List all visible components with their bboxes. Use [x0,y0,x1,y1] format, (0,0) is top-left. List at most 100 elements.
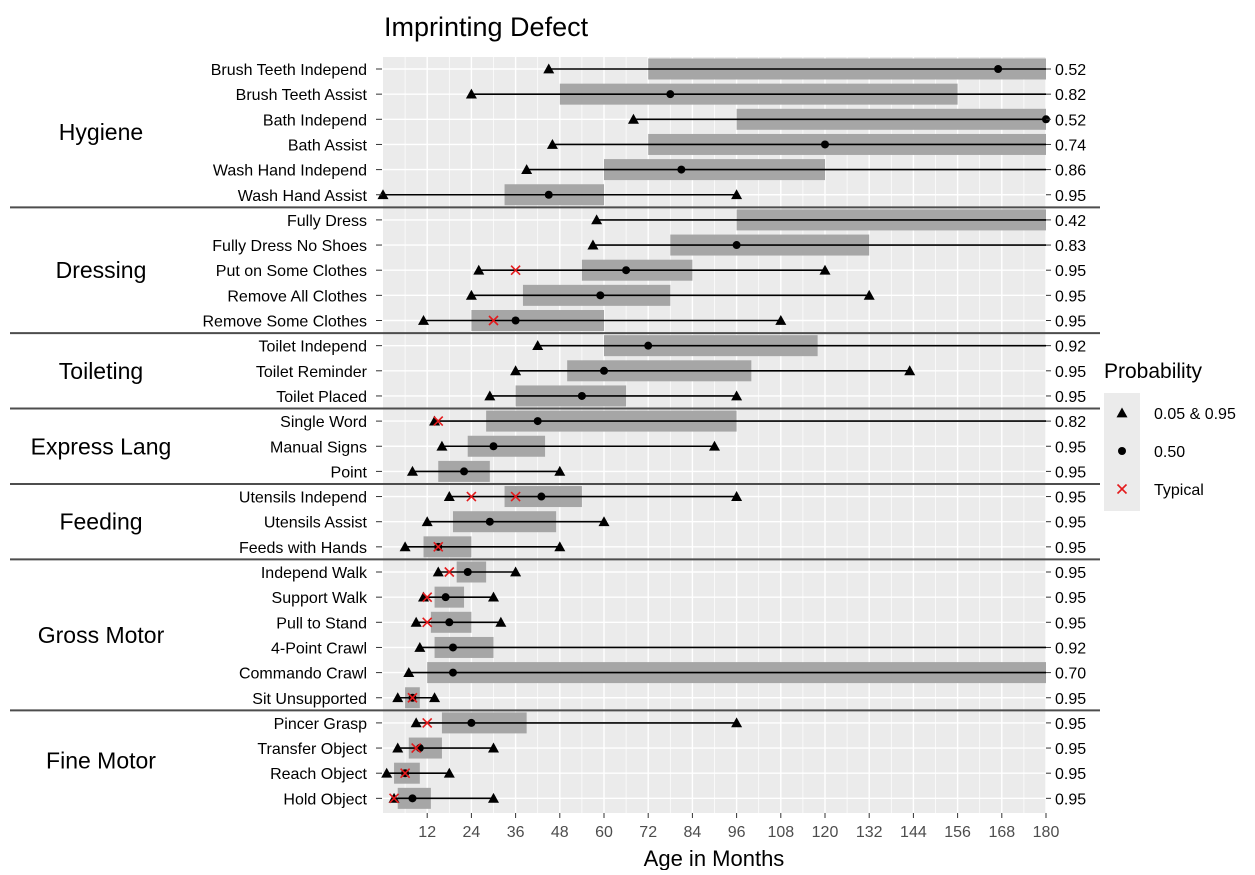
quantile-triangle [510,566,522,577]
typical-cross [433,541,444,552]
quantile-triangle [819,264,831,275]
legend-cross-icon [1116,483,1128,495]
quantile-triangle [399,541,411,552]
typical-cross [422,617,433,628]
probability-label: 0.83 [1055,238,1086,255]
median-point [600,366,608,375]
probability-label: 0.95 [1055,314,1086,331]
median-point [994,65,1003,73]
median-point [666,90,675,99]
group-label: Express Lang [31,433,172,459]
x-tick-label: 60 [595,824,613,841]
median-point [622,266,631,275]
quantile-triangle [473,264,485,275]
quantile-triangle [436,440,448,451]
median-point [644,341,653,350]
probability-label: 0.95 [1055,263,1086,280]
x-tick-label: 156 [944,824,971,841]
quantile-triangle [410,717,422,728]
quantile-triangle [554,541,566,552]
median-point [448,668,457,677]
legend-triangle-icon [1116,407,1128,418]
median-point [577,391,586,400]
row-label: Feeds with Hands [239,540,367,557]
row-label: Toilet Placed [276,389,367,406]
probability-label: 0.52 [1055,112,1086,129]
median-point [732,241,741,250]
quantile-triangle [510,365,522,376]
probability-label: 0.95 [1055,188,1086,205]
row-label: Fully Dress [287,213,367,230]
median-point [408,794,417,803]
x-axis: 12 24 36 48 60 72 84 96 108 120 132 144 156 168 180 [418,813,1059,841]
quantile-triangle [709,440,720,451]
row-label: Put on Some Clothes [216,263,367,280]
legend-circle-icon [1118,447,1126,455]
quantile-triangle [731,717,743,728]
typical-cross [510,265,521,276]
row-label: Bath Assist [288,137,368,154]
quantile-triangle [484,390,496,401]
quantile-triangle [591,214,603,225]
quantile-triangle [429,692,441,703]
x-tick-label: 108 [767,824,794,841]
median-point [533,417,542,426]
quantile-triangle [465,88,477,99]
legend-entry-label: 0.50 [1154,444,1185,461]
probability-label: 0.86 [1055,163,1086,180]
probability-label: 0.95 [1055,615,1086,632]
row-label: Wash Hand Independ [213,163,367,180]
probability-label: 0.74 [1055,137,1086,154]
row-label: Utensils Assist [264,515,368,532]
median-point [448,643,457,652]
quantile-triangle [627,113,639,124]
quantile-triangle [381,767,393,778]
probability-label: 0.95 [1055,540,1086,557]
x-tick-label: 144 [900,824,927,841]
row-label: Fully Dress No Shoes [212,238,367,255]
median-point [489,442,498,451]
probability-label: 0.52 [1055,62,1086,79]
typical-cross [510,491,521,502]
x-tick-label: 12 [418,824,436,841]
quantile-triangle [421,516,433,527]
quantile-triangle [418,315,430,325]
quantile-triangle [403,667,415,677]
x-tick-label: 48 [551,824,569,841]
x-axis-label: Age in Months [644,846,785,870]
row-label: Brush Teeth Independ [211,62,367,79]
group-label: Hygiene [59,119,143,145]
row-label: Support Walk [272,590,368,607]
quantile-triangle [598,516,610,527]
probability-label: 0.95 [1055,590,1086,607]
quantile-triangle [377,189,389,200]
median-point [821,140,829,149]
quantile-triangle [495,616,507,627]
typical-cross [422,717,433,728]
typical-cross [466,491,477,502]
quantile-triangle [443,491,455,501]
median-point [467,718,476,727]
quantile-triangle [410,616,422,627]
typical-cross [444,566,455,578]
probability-label: 0.82 [1055,87,1086,104]
quantile-triangle [546,138,558,149]
probability-label: 0.70 [1055,666,1086,683]
quantile-triangle [488,591,499,602]
row-label: Single Word [280,414,367,431]
probability-label: 0.95 [1055,364,1086,381]
probability-label: 0.42 [1055,213,1086,230]
legend-title: Probability [1104,360,1203,383]
typical-cross [400,768,411,779]
quantile-triangle [731,390,743,401]
probability-label: 0.95 [1055,716,1086,733]
probability-label: 0.95 [1055,288,1086,305]
quantile-triangle [521,164,533,174]
median-point [511,316,520,325]
quantile-triangle [488,742,499,753]
quantile-triangle [731,491,743,501]
median-point [460,467,469,476]
probability-label: 0.95 [1055,691,1086,708]
